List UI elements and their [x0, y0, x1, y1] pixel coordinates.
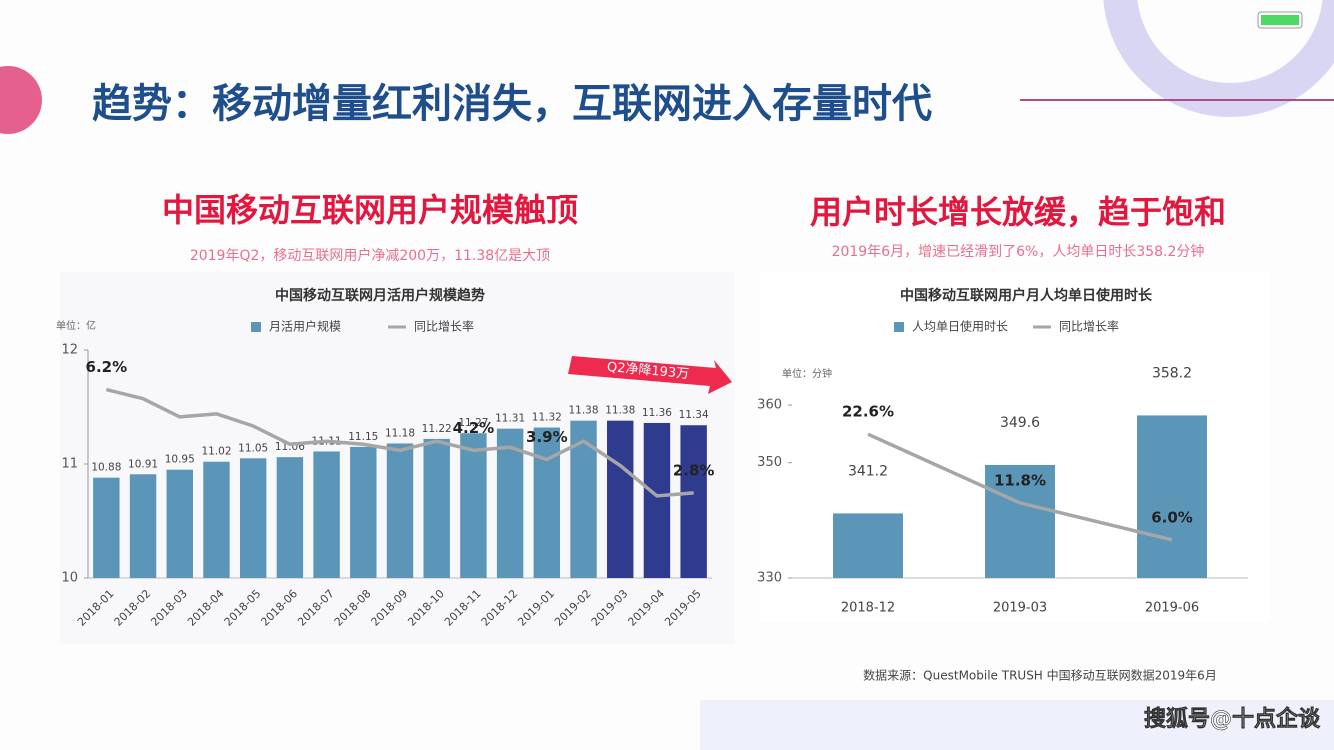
- y-tick-label: 330: [757, 571, 782, 586]
- bar-value-label: 10.88: [91, 462, 121, 474]
- legend-label: 月活用户规模: [269, 319, 341, 334]
- legend-label: 同比增长率: [1059, 319, 1119, 334]
- bar-value-label: 11.36: [642, 407, 672, 419]
- x-tick-label: 2018-12: [841, 601, 895, 616]
- bar: [386, 443, 414, 578]
- bar-value-label: 10.91: [128, 458, 158, 470]
- source: 数据来源：QuestMobile TRUSH 中国移动互联网数据2019年6月: [863, 668, 1217, 683]
- line-value-label: 4.2%: [453, 419, 495, 437]
- axis-unit: 单位：亿: [56, 319, 96, 332]
- y-tick-label: 11: [61, 457, 78, 472]
- bar-value-label: 11.31: [495, 413, 525, 425]
- slide-title: 趋势：移动增量红利消失，互联网进入存量时代: [92, 81, 932, 127]
- chart-title: 中国移动互联网月活用户规模趋势: [275, 287, 485, 304]
- bar: [496, 428, 524, 578]
- bar: [203, 461, 230, 578]
- bar: [93, 477, 120, 578]
- chart-title: 中国移动互联网用户月人均单日使用时长: [900, 287, 1153, 304]
- bar-value-label: 11.32: [532, 412, 562, 424]
- bar-value-label: 341.2: [848, 463, 888, 479]
- legend-label: 同比增长率: [414, 319, 474, 334]
- bar-value-label: 11.38: [605, 405, 635, 417]
- y-tick-label: 360: [757, 398, 782, 413]
- bar-value-label: 11.22: [422, 423, 452, 435]
- line-value-label: 22.6%: [842, 403, 894, 421]
- watermark: 搜狐号@十点企谈: [1144, 706, 1321, 732]
- bar: [166, 469, 193, 578]
- y-tick-label: 10: [61, 571, 78, 586]
- bar: [643, 422, 671, 578]
- bar: [607, 420, 634, 578]
- bar-value-label: 11.34: [679, 409, 709, 421]
- y-tick-label: 12: [61, 343, 78, 358]
- y-tick-label: 350: [757, 455, 782, 470]
- annotation: Q2净降193万: [606, 360, 689, 382]
- bar-value-label: 11.27: [458, 417, 488, 429]
- bar: [129, 474, 157, 578]
- bar-value-label: 358.2: [1152, 365, 1192, 381]
- line-value-label: 2.8%: [673, 461, 715, 479]
- bar: [833, 513, 903, 578]
- growth-line: [867, 432, 1173, 542]
- battery-level: [1261, 15, 1299, 25]
- line-value-label: 11.8%: [994, 471, 1046, 489]
- bar: [680, 425, 707, 578]
- bar: [533, 427, 561, 578]
- decor-circle: [0, 66, 42, 134]
- bar-value-label: 11.18: [385, 427, 415, 439]
- footer-band: [700, 700, 1334, 750]
- x-tick-label: 2019-03: [993, 601, 1047, 616]
- x-tick-label: 2019-06: [1145, 601, 1199, 616]
- bar-value-label: 11.15: [348, 431, 378, 443]
- bar: [276, 457, 304, 578]
- bar: [239, 458, 267, 578]
- bar-value-label: 11.38: [568, 405, 598, 417]
- growth-line: [105, 387, 694, 498]
- legend-swatch: [251, 322, 261, 332]
- axis-unit: 单位：分钟: [782, 367, 832, 380]
- bar: [985, 464, 1055, 578]
- bar-value-label: 11.05: [238, 442, 268, 454]
- legend-swatch: [894, 322, 904, 332]
- line-value-label: 6.2%: [86, 358, 128, 376]
- line-value-label: 6.0%: [1151, 508, 1193, 526]
- bar-value-label: 10.95: [165, 454, 195, 466]
- chart-subheading: 2019年Q2，移动互联网用户净减200万，11.38亿是大顶: [190, 247, 550, 264]
- battery: [1257, 11, 1303, 29]
- bar-value-label: 349.6: [1000, 415, 1040, 431]
- legend-label: 人均单日使用时长: [912, 319, 1008, 334]
- bar: [423, 438, 450, 578]
- bar: [1137, 415, 1207, 578]
- bar-value-label: 11.02: [201, 446, 231, 458]
- chart-heading: 中国移动互联网用户规模触顶: [162, 191, 578, 229]
- bar: [350, 446, 377, 578]
- chart-subheading: 2019年6月，增速已经滑到了6%，人均单日时长358.2分钟: [832, 243, 1205, 260]
- bar: [460, 433, 487, 578]
- line-value-label: 3.9%: [526, 428, 568, 446]
- chart-heading: 用户时长增长放缓，趋于饱和: [810, 193, 1226, 231]
- bar: [313, 451, 340, 578]
- annotation-arrow: [568, 356, 732, 394]
